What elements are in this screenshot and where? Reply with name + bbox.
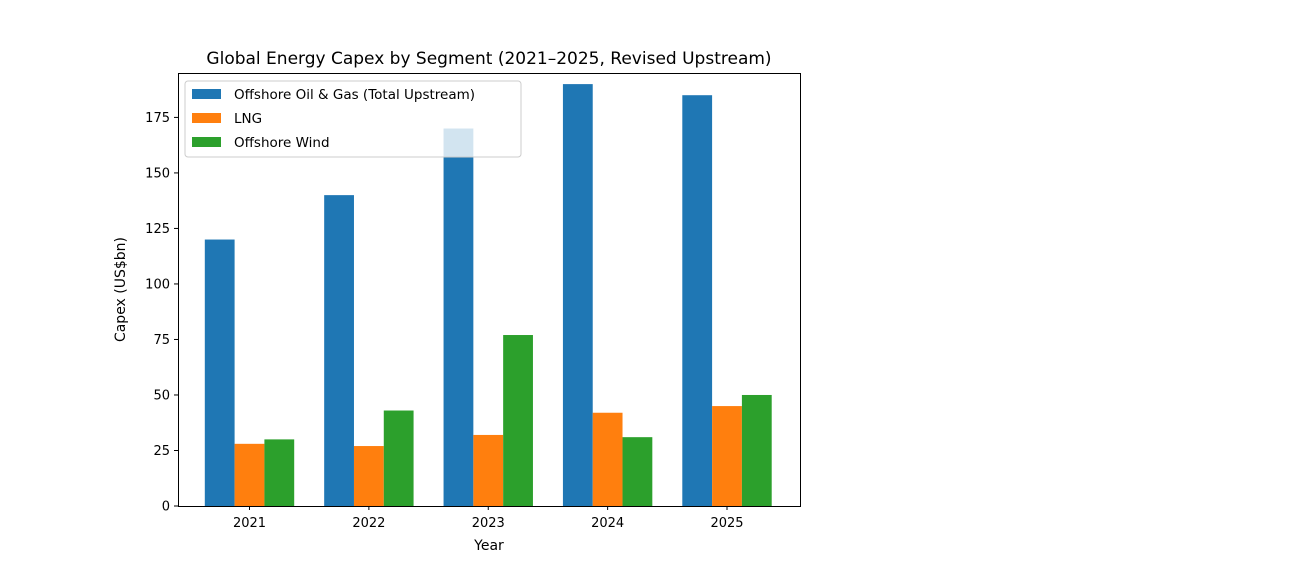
bar-offshore-oil-gas-total-upstream-2024 [562, 84, 593, 506]
x-tick-label: 2023 [472, 516, 505, 531]
legend-box [184, 80, 522, 158]
x-tick-label: 2024 [591, 516, 624, 531]
legend-label: LNG [234, 111, 262, 127]
chart-title: Global Energy Capex by Segment (2021–202… [206, 49, 771, 69]
legend-label: Offshore Wind [234, 135, 330, 151]
bar-lng-2021 [234, 443, 265, 506]
bars-layer [204, 84, 772, 507]
y-tick-label: 50 [153, 388, 170, 403]
legend-swatch [192, 89, 221, 99]
bar-offshore-oil-gas-total-upstream-2025 [682, 95, 713, 506]
x-tick-label: 2022 [352, 516, 385, 531]
bar-lng-2025 [712, 406, 742, 506]
x-axis: 2021 2022 2023 2024 2025 [233, 506, 744, 531]
legend-label: Offshore Oil & Gas (Total Upstream) [234, 87, 475, 103]
bar-offshore-oil-gas-total-upstream-2023 [443, 128, 474, 506]
bar-lng-2023 [473, 434, 504, 506]
y-tick-label: 75 [153, 333, 170, 348]
plot-frame [178, 73, 801, 507]
bar-offshore-oil-gas-total-upstream-2022 [324, 195, 354, 506]
y-axis: 0 25 50 75 100 125 150 175 [145, 111, 178, 515]
y-tick-label: 150 [145, 166, 170, 181]
x-axis-label: Year [473, 538, 504, 554]
x-tick-label: 2021 [233, 516, 266, 531]
bar-offshore-wind-2024 [622, 437, 653, 506]
y-tick-label: 175 [145, 111, 170, 126]
legend-swatch [192, 113, 221, 123]
bar-offshore-wind-2021 [264, 439, 295, 506]
legend: Offshore Oil & Gas (Total Upstream) LNG Of… [184, 80, 522, 158]
bar-offshore-wind-2025 [741, 394, 772, 506]
bar-offshore-oil-gas-total-upstream-2021 [204, 239, 235, 507]
legend-swatch [192, 137, 221, 147]
y-tick-label: 0 [162, 500, 170, 515]
y-tick-label: 125 [145, 222, 170, 237]
bar-lng-2024 [592, 412, 623, 506]
y-axis-label: Capex (US$bn) [113, 237, 129, 342]
bar-offshore-wind-2022 [383, 410, 414, 506]
bar-lng-2022 [353, 446, 384, 506]
x-tick-label: 2025 [710, 516, 743, 531]
y-tick-label: 100 [145, 277, 170, 292]
bar-offshore-wind-2023 [503, 335, 533, 506]
y-tick-label: 25 [153, 444, 170, 459]
